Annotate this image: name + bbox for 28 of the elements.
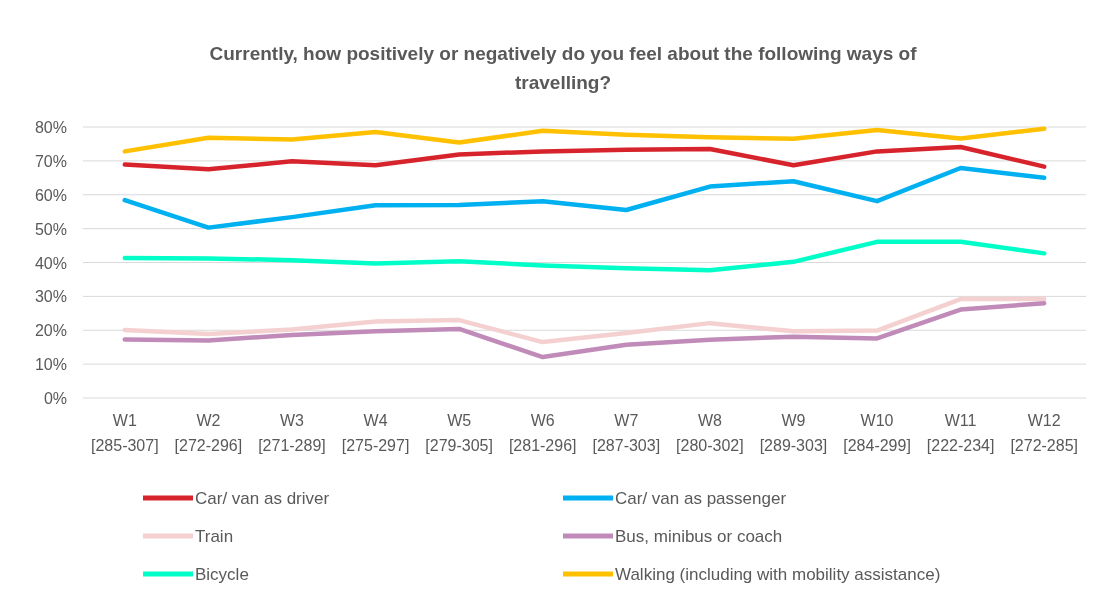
x-tick-label: W11 [222-234] xyxy=(926,412,995,454)
y-tick-label: 60% xyxy=(34,186,67,204)
x-tick-label: W1 [285-307] xyxy=(90,412,159,454)
legend-label: Car/ van as driver xyxy=(195,489,330,508)
y-tick-label: 30% xyxy=(34,288,67,306)
y-tick-label: 80% xyxy=(34,119,67,136)
x-tick-label: W2 [272-296] xyxy=(174,412,243,454)
x-tick-label: W10 [284-299] xyxy=(843,412,911,454)
x-tick-label: W9 [289-303] xyxy=(759,412,828,454)
x-tick-label: W8 [280-302] xyxy=(676,412,744,454)
x-tick-label: W5 [279-305] xyxy=(425,412,493,454)
legend-label: Bus, minibus or coach xyxy=(615,527,783,546)
legend-label: Bicycle xyxy=(195,565,249,584)
y-tick-label: 70% xyxy=(34,152,67,170)
y-tick-label: 0% xyxy=(43,390,67,407)
legend-label: Car/ van as passenger xyxy=(615,489,787,508)
x-tick-label: W3 [271-289] xyxy=(258,412,326,454)
legend-label: Train xyxy=(195,527,234,546)
y-tick-label: 50% xyxy=(34,220,67,238)
x-tick-label: W12 [272-285] xyxy=(1010,412,1079,454)
y-tick-label: 40% xyxy=(34,254,67,272)
x-tick-label: W4 [275-297] xyxy=(341,412,410,454)
x-tick-label: W6 [281-296] xyxy=(508,412,577,454)
x-tick-label: W7 [287-303] xyxy=(592,412,661,454)
legend-label: Walking (including with mobility assistance) xyxy=(615,565,941,584)
y-tick-label: 20% xyxy=(34,322,67,340)
y-tick-label: 10% xyxy=(34,356,67,374)
chart-title: Currently, how positively or negatively do you feel about the following ways of travelling? xyxy=(209,43,918,93)
